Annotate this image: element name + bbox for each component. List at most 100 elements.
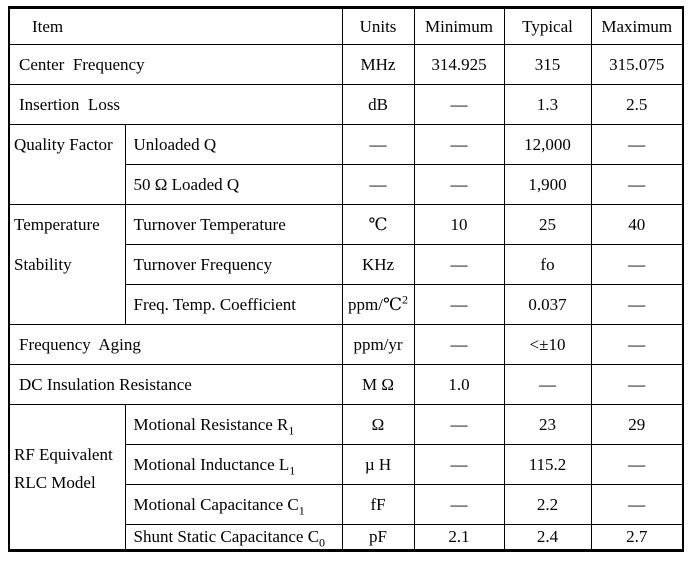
cell-item: Shunt Static Capacitance C0 xyxy=(124,524,343,551)
item-label: Turnover Frequency xyxy=(133,254,273,274)
item-label: Insertion Loss xyxy=(19,94,121,114)
row-motional-resistance: RF Equivalent RLC Model Motional Resista… xyxy=(8,404,684,551)
cell-minimum: — xyxy=(413,244,505,285)
item-label: Motional Capacitance C xyxy=(133,494,299,514)
row-shunt-static-capacitance: Shunt Static Capacitance C0 pF 2.1 2.4 2… xyxy=(9,524,684,551)
header-row: Item Units Minimum Typical Maximum xyxy=(8,7,684,45)
units-value: fF xyxy=(370,494,386,514)
minimum-value: 1.0 xyxy=(448,374,470,394)
col-header-maximum-label: Maximum xyxy=(601,16,673,36)
units-value: µ H xyxy=(364,454,392,474)
maximum-value: 40 xyxy=(628,214,646,234)
cell-group-quality-factor: Quality Factor xyxy=(8,124,126,205)
cell-item: Unloaded Q xyxy=(124,124,343,165)
cell-units: ℃ xyxy=(341,204,415,245)
cell-typical: fo xyxy=(503,244,592,285)
cell-item: Motional Resistance R1 xyxy=(124,404,343,445)
maximum-value: 2.7 xyxy=(626,527,648,546)
cell-typical: <±10 xyxy=(503,324,592,365)
row-motional-inductance: Motional Inductance L1 µ H — 115.2 — xyxy=(9,444,684,485)
cell-group-temperature-stability: Temperature Stability xyxy=(8,204,126,325)
minimum-value: — xyxy=(450,174,468,194)
cell-units: — xyxy=(341,124,415,165)
minimum-value: 2.1 xyxy=(448,527,470,546)
maximum-value: — xyxy=(628,134,646,154)
item-label: Unloaded Q xyxy=(133,134,217,154)
typical-value: 12,000 xyxy=(524,134,571,154)
cell-item: Motional Inductance L1 xyxy=(124,444,343,485)
minimum-value: — xyxy=(450,494,468,514)
cell-item: Insertion Loss xyxy=(8,84,343,125)
minimum-value: — xyxy=(450,334,468,354)
maximum-value: — xyxy=(628,174,646,194)
units-value: Ω xyxy=(371,414,385,434)
cell-maximum: 40 xyxy=(590,204,684,245)
col-header-typical: Typical xyxy=(503,7,592,45)
cell-typical: 2.4 xyxy=(503,524,592,551)
typical-value: 25 xyxy=(539,214,556,234)
maximum-value: — xyxy=(628,374,646,394)
cell-units: MHz xyxy=(341,44,415,85)
cell-item: Frequency Aging xyxy=(8,324,343,365)
cell-minimum: 1.0 xyxy=(413,364,505,405)
minimum-value: — xyxy=(450,294,468,314)
item-subscript: 1 xyxy=(288,422,295,437)
col-header-item-label: Item xyxy=(32,16,64,36)
minimum-value: — xyxy=(450,254,468,274)
units-superscript: 2 xyxy=(401,291,408,306)
minimum-value: — xyxy=(450,454,468,474)
col-header-typical-label: Typical xyxy=(522,16,573,36)
cell-minimum: 2.1 xyxy=(413,524,505,551)
row-motional-capacitance: Motional Capacitance C1 fF — 2.2 — xyxy=(9,484,684,525)
maximum-value: 2.5 xyxy=(626,94,648,114)
typical-value: 1,900 xyxy=(528,174,567,194)
item-label: Motional Inductance L xyxy=(133,454,290,474)
cell-minimum: — xyxy=(413,404,505,445)
group-label-line2: Stability xyxy=(14,255,72,274)
row-loaded-q: 50 Ω Loaded Q — — 1,900 — xyxy=(9,164,684,205)
cell-units: ppm/yr xyxy=(341,324,415,365)
cell-typical: 12,000 xyxy=(503,124,592,165)
spec-table: Item Units Minimum Typical Maximum Cente… xyxy=(8,6,684,552)
item-subscript: 1 xyxy=(298,502,305,517)
typical-value: 1.3 xyxy=(536,94,559,114)
typical-value: 2.4 xyxy=(536,527,559,546)
row-freq-temp-coefficient: Freq. Temp. Coefficient ppm/℃2 — 0.037 — xyxy=(9,284,684,325)
group-label-line1: Temperature xyxy=(14,215,100,234)
cell-item: Motional Capacitance C1 xyxy=(124,484,343,525)
group-label: Quality Factor xyxy=(14,135,113,154)
maximum-value: — xyxy=(628,494,646,514)
group-label-line2: RLC Model xyxy=(14,473,96,492)
row-turnover-frequency: Turnover Frequency KHz — fo — xyxy=(9,244,684,285)
cell-typical: 1.3 xyxy=(503,84,592,125)
cell-typical: 0.037 xyxy=(503,284,592,325)
cell-maximum: — xyxy=(590,244,684,285)
item-label: Freq. Temp. Coefficient xyxy=(133,294,296,314)
typical-value: 0.037 xyxy=(528,294,567,314)
col-header-minimum: Minimum xyxy=(413,7,505,45)
cell-maximum: — xyxy=(590,324,684,365)
cell-maximum: 315.075 xyxy=(590,44,684,85)
cell-typical: 23 xyxy=(503,404,592,445)
units-value: M Ω xyxy=(362,374,394,394)
cell-item: 50 Ω Loaded Q xyxy=(124,164,343,205)
cell-item: Turnover Frequency xyxy=(124,244,343,285)
cell-minimum: — xyxy=(413,284,505,325)
cell-item: Center Frequency xyxy=(8,44,343,85)
cell-maximum: 2.7 xyxy=(590,524,684,551)
cell-units: µ H xyxy=(341,444,415,485)
cell-maximum: — xyxy=(590,164,684,205)
maximum-value: — xyxy=(628,294,646,314)
group-label-line1: RF Equivalent xyxy=(14,445,113,464)
cell-units: pF xyxy=(341,524,415,551)
maximum-value: 29 xyxy=(628,414,646,434)
item-label: Motional Resistance R xyxy=(133,414,289,434)
units-value: ppm/℃ xyxy=(348,294,402,314)
cell-minimum: — xyxy=(413,444,505,485)
maximum-value: 315.075 xyxy=(609,54,665,74)
minimum-value: — xyxy=(450,94,468,114)
minimum-value: — xyxy=(450,414,468,434)
cell-minimum: — xyxy=(413,164,505,205)
cell-units: M Ω xyxy=(341,364,415,405)
